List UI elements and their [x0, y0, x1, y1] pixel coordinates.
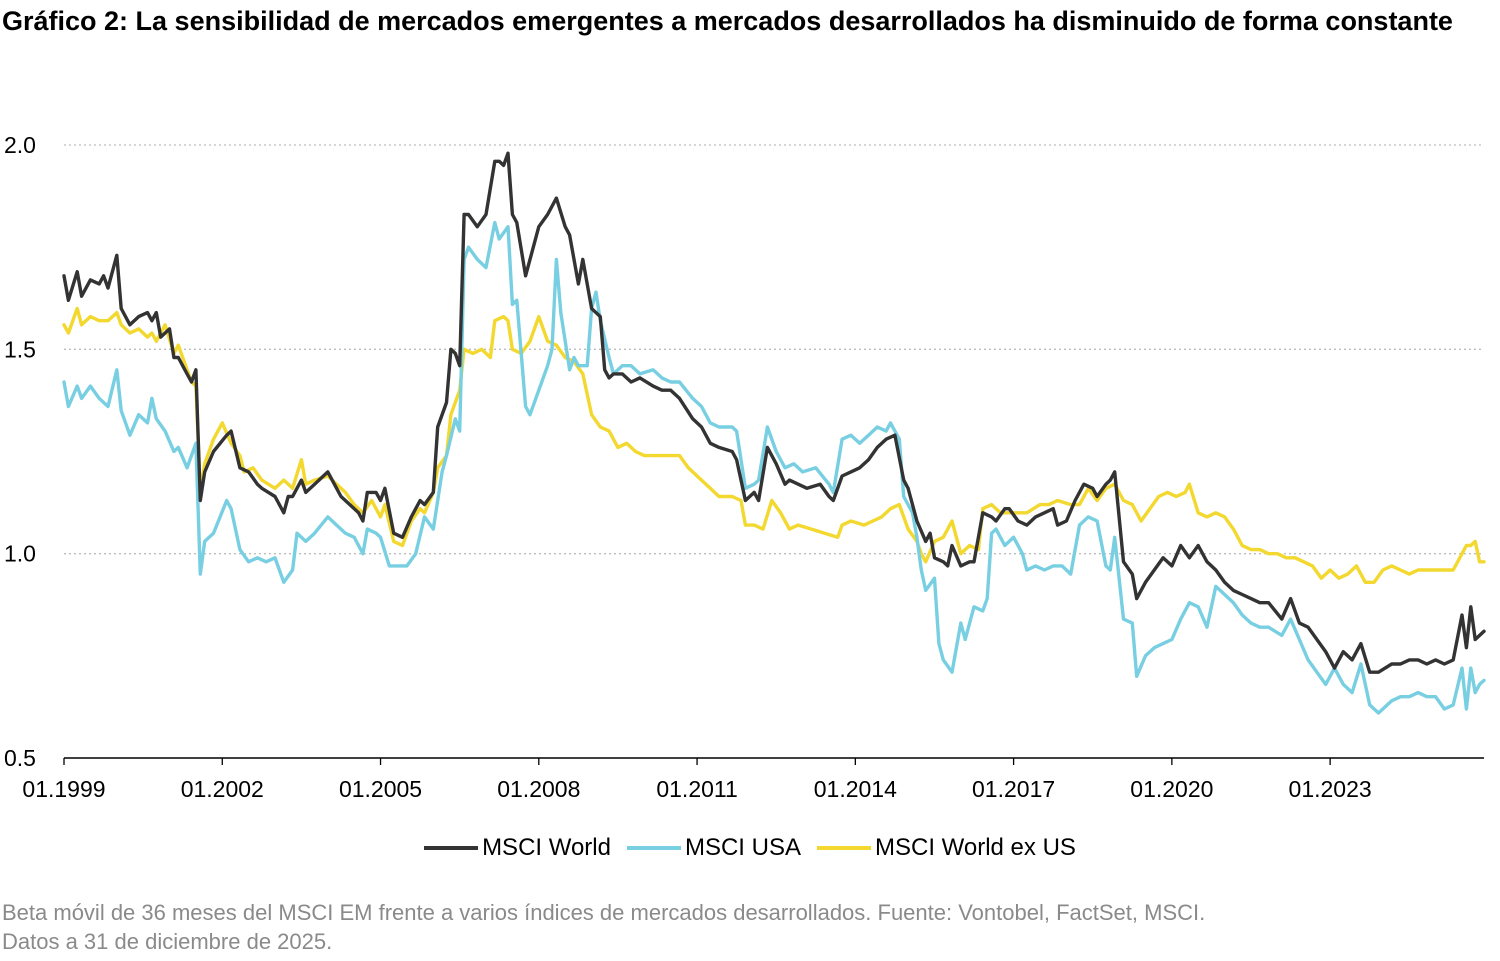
x-tick-label: 01.2014	[814, 776, 897, 802]
legend-label-msci-world-ex-us: MSCI World ex US	[874, 834, 1076, 861]
legend-label-msci-world: MSCI World	[482, 834, 611, 861]
gridlines	[64, 144, 1484, 555]
series-line-msci-world	[62, 151, 1486, 674]
x-tick-label: 01.2005	[339, 776, 422, 802]
x-tick-label: 01.2011	[656, 776, 737, 802]
x-tick-label: 01.2023	[1289, 776, 1372, 802]
legend-label-msci-usa: MSCI USA	[684, 834, 801, 861]
y-axis: 0.5 1.0 1.5 2.0	[4, 132, 36, 771]
y-tick-label: 0.5	[4, 745, 36, 771]
x-axis-ticks: 01.1999 01.2002 01.2005 01.2008 01.2011 01.20…	[22, 758, 1372, 802]
legend-item-msci-world-ex-us: MSCI World ex US	[816, 834, 1076, 862]
footnote: Beta móvil de 36 meses del MSCI EM frent…	[2, 898, 1482, 956]
x-tick-label: 01.1999	[22, 776, 105, 802]
y-tick-label: 2.0	[4, 132, 36, 158]
legend-swatch-msci-world-ex-us	[816, 846, 871, 850]
legend-swatch-msci-usa	[626, 846, 681, 850]
y-tick-label: 1.5	[4, 336, 36, 362]
series-line-msci-usa	[62, 220, 1486, 715]
y-tick-label: 1.0	[4, 541, 36, 567]
x-tick-label: 01.2017	[972, 776, 1055, 802]
footnote-line-1: Beta móvil de 36 meses del MSCI EM frent…	[2, 900, 1206, 925]
legend: MSCI World MSCI USA MSCI World ex US	[0, 834, 1500, 862]
legend-item-msci-usa: MSCI USA	[626, 834, 801, 862]
legend-swatch-msci-world	[424, 846, 479, 850]
footnote-line-2: Datos a 31 de diciembre de 2025.	[2, 929, 333, 954]
legend-item-msci-world: MSCI World	[424, 834, 611, 862]
series-line-msci-world-ex-us	[62, 306, 1486, 584]
chart-title: Gráfico 2: La sensibilidad de mercados e…	[2, 6, 1453, 36]
x-tick-label: 01.2020	[1130, 776, 1213, 802]
x-tick-label: 01.2008	[497, 776, 580, 802]
series-lines	[62, 151, 1486, 715]
x-tick-label: 01.2002	[181, 776, 264, 802]
